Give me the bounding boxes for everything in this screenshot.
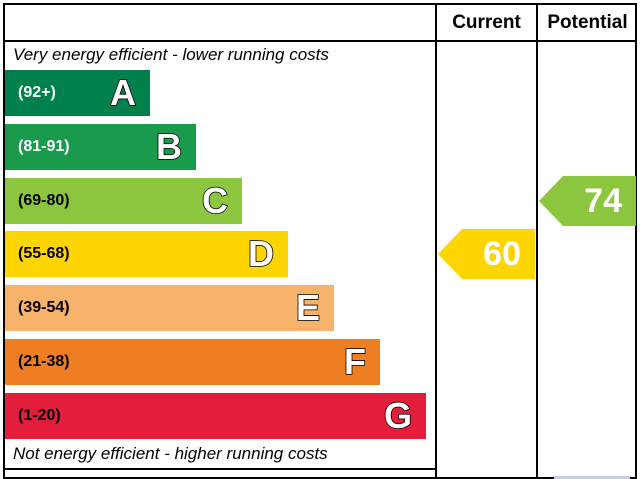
band-letter: B: [155, 125, 183, 168]
header-divider: [3, 40, 637, 42]
band-letter: E: [295, 286, 321, 329]
footer-divider: [3, 468, 437, 470]
column-header-potential: Potential: [547, 12, 628, 33]
divider-potential: [536, 3, 538, 479]
caption-top: Very energy efficient - lower running co…: [13, 45, 329, 64]
band-range-label: (69-80): [18, 192, 70, 209]
potential-rating-arrow-shape: [539, 176, 636, 226]
current-rating-arrow-shape: [438, 229, 535, 279]
band-c: (69-80) C: [5, 178, 242, 224]
potential-rating-arrow: 74: [539, 176, 636, 226]
band-range-label: (55-68): [18, 245, 70, 262]
potential-rating-value: 74: [584, 182, 622, 220]
band-range-label: (1-20): [18, 407, 61, 424]
band-letter: C: [201, 179, 229, 222]
band-a: (92+) A: [5, 70, 150, 116]
column-header-current: Current: [452, 12, 521, 33]
band-letter: G: [383, 394, 413, 437]
current-rating-arrow: 60: [438, 229, 535, 279]
band-letter: F: [343, 340, 367, 383]
band-letter: D: [247, 232, 275, 275]
band-b: (81-91) B: [5, 124, 196, 170]
divider-current: [435, 3, 437, 479]
band-range-label: (21-38): [18, 353, 70, 370]
band-d: (55-68) D: [5, 231, 288, 277]
current-rating-value: 60: [483, 235, 521, 273]
epc-chart-frame: [3, 3, 637, 479]
band-f: (21-38) F: [5, 339, 380, 385]
caption-bottom: Not energy efficient - higher running co…: [13, 444, 328, 463]
band-range-label: (81-91): [18, 138, 70, 155]
band-g: (1-20) G: [5, 393, 426, 439]
band-e: (39-54) E: [5, 285, 334, 331]
band-letter: A: [109, 71, 137, 114]
band-range-label: (39-54): [18, 299, 70, 316]
footer-bar: [554, 476, 630, 479]
band-range-label: (92+): [18, 84, 56, 101]
